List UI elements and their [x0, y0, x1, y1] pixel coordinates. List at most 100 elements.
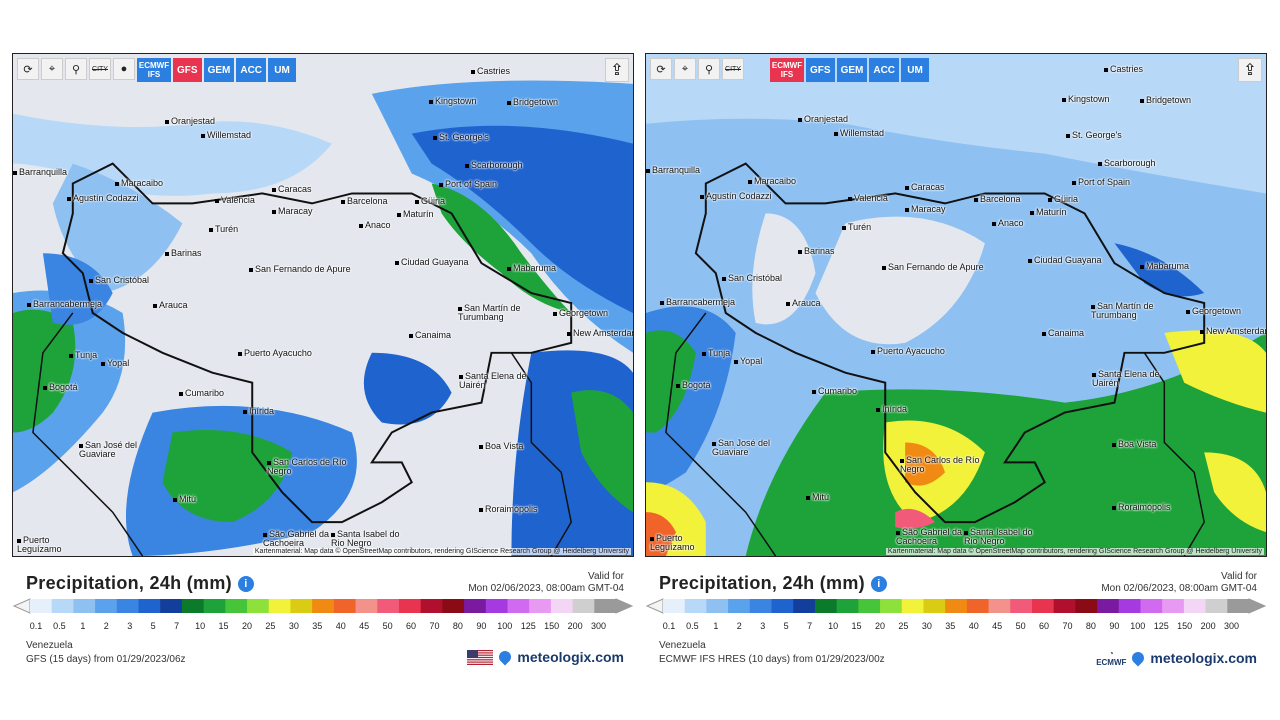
- city-label: Yopal: [734, 356, 762, 366]
- scale-swatch: [138, 599, 161, 613]
- city-label: San Cristóbal: [89, 275, 149, 285]
- scale-tick-label: 20: [874, 621, 885, 631]
- model-button-ecmwf[interactable]: ECMWF IFS: [137, 58, 171, 82]
- city-label: Santa Isabel do Rio Negro: [964, 528, 1044, 546]
- scale-swatch: [814, 599, 838, 613]
- scale-swatch: [1118, 599, 1141, 613]
- city-label: Inírida: [243, 406, 274, 416]
- scale-tick-label: 300: [591, 621, 607, 631]
- model-button-um[interactable]: UM: [268, 58, 297, 82]
- location-pin-icon[interactable]: ⌖: [41, 58, 63, 80]
- scale-swatch: [529, 599, 552, 613]
- city-label: Cumaribo: [179, 388, 224, 398]
- refresh-icon[interactable]: ⟳: [650, 58, 672, 80]
- scale-tick-label: 150: [1177, 621, 1193, 631]
- scale-tick-label: 45: [992, 621, 1003, 631]
- city-label: Arauca: [786, 298, 821, 308]
- scale-swatch: [880, 599, 903, 613]
- info-icon[interactable]: i: [237, 576, 254, 592]
- scale-tick-label: 30: [288, 621, 299, 631]
- city-label: Santa Elena de Uairén: [1092, 370, 1162, 388]
- location-pin-icon[interactable]: ⌖: [674, 58, 696, 80]
- scale-swatch: [116, 599, 140, 613]
- scale-tick-label: 15: [218, 621, 229, 631]
- city-label: Valencia: [848, 193, 888, 203]
- model-button-gfs[interactable]: GFS: [173, 58, 202, 82]
- model-button-acc[interactable]: ACC: [236, 58, 267, 82]
- city-toggle-button[interactable]: CITY: [722, 58, 744, 80]
- scale-arrow-right: [1248, 598, 1267, 614]
- refresh-icon[interactable]: ⟳: [17, 58, 39, 80]
- scale-arrow-right: [615, 598, 634, 614]
- scale-swatch: [901, 599, 924, 613]
- region-label: Venezuela: [659, 640, 706, 651]
- zoom-icon[interactable]: ⚲: [65, 58, 87, 80]
- scale-swatch: [1010, 599, 1033, 613]
- scale-tick-label: 7: [807, 621, 813, 631]
- city-toggle-button[interactable]: CITY: [89, 58, 111, 80]
- scale-tick-label: 90: [476, 621, 487, 631]
- brand-text: meteologix.com: [517, 649, 624, 665]
- dark-mode-icon[interactable]: ●: [113, 58, 135, 80]
- city-label: Georgetown: [553, 308, 608, 318]
- scale-swatch: [73, 599, 96, 613]
- scale-tick-label: 45: [359, 621, 370, 631]
- scale-swatch: [749, 599, 773, 613]
- city-label: Scarborough: [465, 160, 523, 170]
- model-button-gem[interactable]: GEM: [203, 58, 235, 82]
- zoom-icon[interactable]: ⚲: [698, 58, 720, 80]
- city-label: Maracay: [905, 204, 946, 214]
- scale-swatch: [30, 599, 53, 613]
- scale-tick-label: 5: [783, 621, 789, 631]
- precipitation-map[interactable]: ⟳ ⌖ ⚲ CITY ECMWF IFS GFS GEM ACC UM ⇪ Ca…: [645, 53, 1267, 557]
- scale-tick-label: 150: [544, 621, 560, 631]
- city-label: Puerto Ayacucho: [871, 346, 945, 356]
- scale-swatch: [1097, 599, 1120, 613]
- share-icon[interactable]: ⇪: [1238, 58, 1262, 82]
- model-run-label: GFS (15 days) from 01/29/2023/06z: [26, 654, 186, 665]
- scale-swatch: [160, 599, 183, 613]
- model-button-gfs[interactable]: GFS: [806, 58, 835, 82]
- city-label: Yopal: [101, 358, 129, 368]
- model-button-ecmwf[interactable]: ECMWF IFS: [770, 58, 804, 82]
- city-label: Port of Spain: [1072, 177, 1130, 187]
- valid-for: Valid for Mon 02/06/2023, 08:00am GMT-04: [468, 571, 624, 594]
- model-button-acc[interactable]: ACC: [869, 58, 900, 82]
- scale-swatch: [290, 599, 313, 613]
- scale-swatch: [442, 599, 465, 613]
- scale-tick-label: 10: [828, 621, 839, 631]
- city-label: Caracas: [272, 184, 312, 194]
- scale-tick-label: 7: [174, 621, 180, 631]
- brand-text: meteologix.com: [1150, 650, 1257, 666]
- city-label: Georgetown: [1186, 306, 1241, 316]
- scale-arrow-left: [12, 598, 31, 614]
- scale-swatch: [945, 599, 968, 613]
- scale-swatch: [550, 599, 574, 613]
- city-label: Maracay: [272, 206, 313, 216]
- share-icon[interactable]: ⇪: [605, 58, 629, 82]
- precipitation-map[interactable]: ⟳ ⌖ ⚲ CITY ● ECMWF IFS GFS GEM ACC UM ⇪ …: [12, 53, 634, 557]
- brand-logo[interactable]: meteologix.com: [467, 648, 624, 666]
- map-attribution: Kartenmaterial: Map data © OpenStreetMap…: [252, 548, 631, 555]
- scale-tick-label: 0.5: [53, 621, 66, 631]
- info-icon[interactable]: i: [870, 576, 887, 592]
- scale-tick-label: 300: [1224, 621, 1240, 631]
- city-label: Castries: [471, 66, 510, 76]
- model-button-um[interactable]: UM: [901, 58, 930, 82]
- scale-swatch: [793, 599, 816, 613]
- city-label: Cumaribo: [812, 386, 857, 396]
- city-label: Valencia: [215, 195, 255, 205]
- city-label: Port of Spain: [439, 179, 497, 189]
- scale-swatch: [1053, 599, 1076, 613]
- city-label: Oranjestad: [165, 116, 215, 126]
- city-label: Tunja: [69, 350, 97, 360]
- scale-swatch: [1031, 599, 1055, 613]
- model-button-gem[interactable]: GEM: [836, 58, 868, 82]
- brand-logo[interactable]: ◔ ECMWF meteologix.com: [1096, 649, 1257, 667]
- scale-tick-label: 0.5: [686, 621, 699, 631]
- scale-tick-label: 15: [851, 621, 862, 631]
- scale-swatch: [858, 599, 881, 613]
- scale-swatch: [485, 599, 508, 613]
- scale-tick-label: 60: [406, 621, 417, 631]
- scale-swatch: [728, 599, 751, 613]
